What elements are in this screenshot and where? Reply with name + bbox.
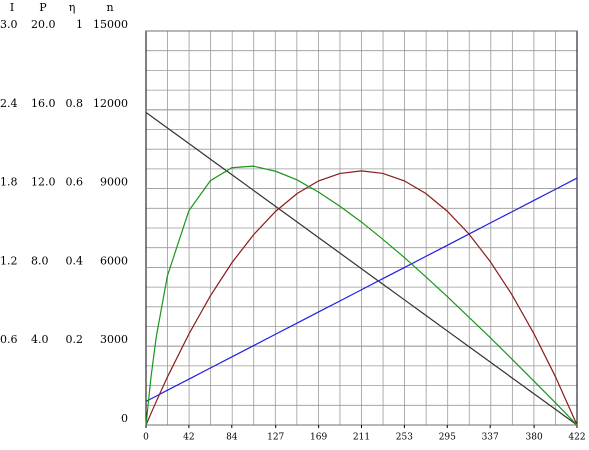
y-tick-label: 16.0 bbox=[31, 97, 56, 110]
y-tick-label: 1.2 bbox=[0, 254, 18, 267]
y-tick-label: 1.8 bbox=[0, 176, 18, 189]
x-tick-label: 169 bbox=[310, 433, 327, 443]
y-tick-label: 0.2 bbox=[66, 333, 84, 346]
y-tick-label: 3.0 bbox=[0, 18, 18, 31]
axis-label: η bbox=[69, 1, 76, 14]
axis-label: I bbox=[10, 1, 14, 14]
series-line bbox=[145, 111, 578, 426]
y-tick-label: 15000 bbox=[93, 18, 128, 31]
series-line bbox=[145, 170, 578, 426]
x-tick-label: 42 bbox=[183, 433, 194, 443]
y-tick-label: 12000 bbox=[93, 97, 128, 110]
x-tick-label: 422 bbox=[568, 433, 585, 443]
x-tick-label: 295 bbox=[439, 433, 456, 443]
y-tick-label: 1 bbox=[76, 18, 83, 31]
y-tick-label: 4.0 bbox=[31, 333, 49, 346]
y-tick-label: 2.4 bbox=[0, 97, 18, 110]
y-tick-label: 0.4 bbox=[66, 254, 84, 267]
y-tick-label: 9000 bbox=[100, 176, 128, 189]
x-tick-label: 127 bbox=[267, 433, 284, 443]
x-tick-label: 337 bbox=[482, 433, 499, 443]
x-tick-label: 253 bbox=[396, 433, 413, 443]
y-tick-label: 12.0 bbox=[31, 176, 56, 189]
x-tick-label: 211 bbox=[353, 433, 370, 443]
y-tick-label: 0.6 bbox=[66, 176, 84, 189]
x-tick-label: 84 bbox=[226, 433, 238, 443]
x-tick-label: 0 bbox=[143, 433, 149, 443]
axis-label: P bbox=[39, 1, 47, 14]
y-tick-label: 3000 bbox=[100, 333, 128, 346]
y-tick-label: 6000 bbox=[100, 254, 128, 267]
y-tick-label: 0 bbox=[121, 412, 128, 425]
axis-label: n bbox=[106, 1, 113, 14]
y-tick-label: 0.8 bbox=[66, 97, 84, 110]
y-tick-label: 8.0 bbox=[31, 254, 49, 267]
y-tick-label: 20.0 bbox=[31, 18, 56, 31]
series-line bbox=[145, 165, 578, 426]
y-tick-label: 0.6 bbox=[0, 333, 18, 346]
series-line bbox=[145, 177, 578, 402]
x-tick-label: 380 bbox=[526, 433, 543, 443]
